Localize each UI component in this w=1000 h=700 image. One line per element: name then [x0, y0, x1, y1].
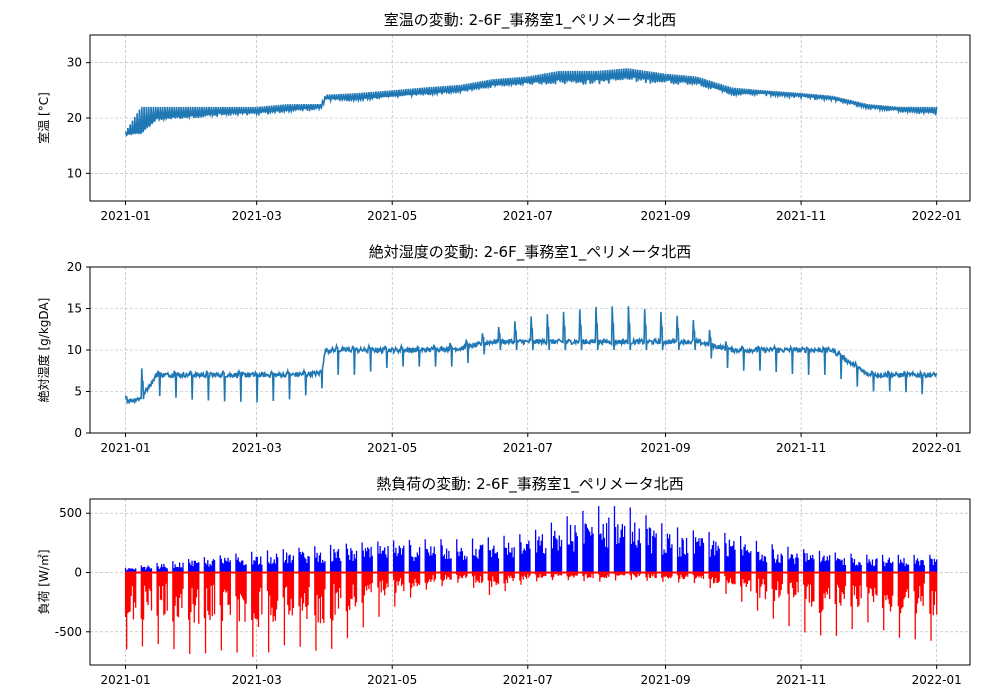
- y-tick-label: 30: [67, 56, 82, 70]
- humidity-chart: 2021-01 2021-03 2021-05 2021-07 2021-09 2021-…: [36, 243, 971, 455]
- x-tick-label: 2021-07: [503, 673, 553, 687]
- y-tick-label: 0: [74, 566, 82, 580]
- x-tick-label: 2021-05: [367, 209, 417, 223]
- y-tick-label: 5: [74, 385, 82, 399]
- x-tick-label: 2021-09: [640, 209, 690, 223]
- x-tick-label: 2021-03: [232, 441, 282, 455]
- x-tick-label: 2022-01: [912, 673, 962, 687]
- chart-title: 室温の変動: 2-6F_事務室1_ペリメータ北西: [384, 11, 677, 30]
- y-axis-label: 負荷 [W/㎡]: [37, 549, 51, 614]
- heat-load-chart: 2021-01 2021-03 2021-05 2021-07 2021-09 2021-…: [37, 475, 971, 687]
- y-axis-label: 室温 [°C]: [36, 92, 51, 144]
- negative-load-bars: [124, 572, 938, 657]
- chart-title: 熱負荷の変動: 2-6F_事務室1_ペリメータ北西: [376, 475, 684, 494]
- positive-load-bars: [124, 506, 938, 573]
- y-tick-label: 10: [67, 166, 82, 180]
- x-tick-label: 2022-01: [912, 209, 962, 223]
- temperature-chart: 2021-01 2021-03 2021-05 2021-07 2021-09 2021-…: [36, 11, 971, 223]
- x-tick-label: 2021-03: [232, 209, 282, 223]
- y-tick-label: 15: [67, 302, 82, 316]
- series-line: [124, 306, 938, 405]
- x-tick-label: 2021-09: [640, 441, 690, 455]
- x-tick-label: 2021-05: [367, 673, 417, 687]
- x-tick-label: 2021-11: [776, 673, 826, 687]
- x-tick-label: 2021-05: [367, 441, 417, 455]
- y-tick-label: 20: [67, 260, 82, 274]
- series-line: [124, 68, 938, 138]
- x-tick-label: 2022-01: [912, 441, 962, 455]
- y-axis-label: 絶対湿度 [g/kgDA]: [36, 298, 51, 403]
- x-tick-label: 2021-01: [100, 209, 150, 223]
- plot-frame: [89, 498, 971, 666]
- x-tick-label: 2021-11: [776, 209, 826, 223]
- y-tick-label: -500: [55, 625, 82, 639]
- y-tick-label: 500: [59, 506, 82, 520]
- y-tick-label: 20: [67, 111, 82, 125]
- x-tick-label: 2021-07: [503, 441, 553, 455]
- x-tick-label: 2021-01: [100, 673, 150, 687]
- x-tick-label: 2021-11: [776, 441, 826, 455]
- x-tick-label: 2021-01: [100, 441, 150, 455]
- x-tick-label: 2021-09: [640, 673, 690, 687]
- chart-title: 絶対湿度の変動: 2-6F_事務室1_ペリメータ北西: [369, 243, 692, 262]
- y-tick-label: 10: [67, 343, 82, 357]
- y-tick-label: 0: [74, 426, 82, 440]
- x-tick-label: 2021-07: [503, 209, 553, 223]
- x-tick-label: 2021-03: [232, 673, 282, 687]
